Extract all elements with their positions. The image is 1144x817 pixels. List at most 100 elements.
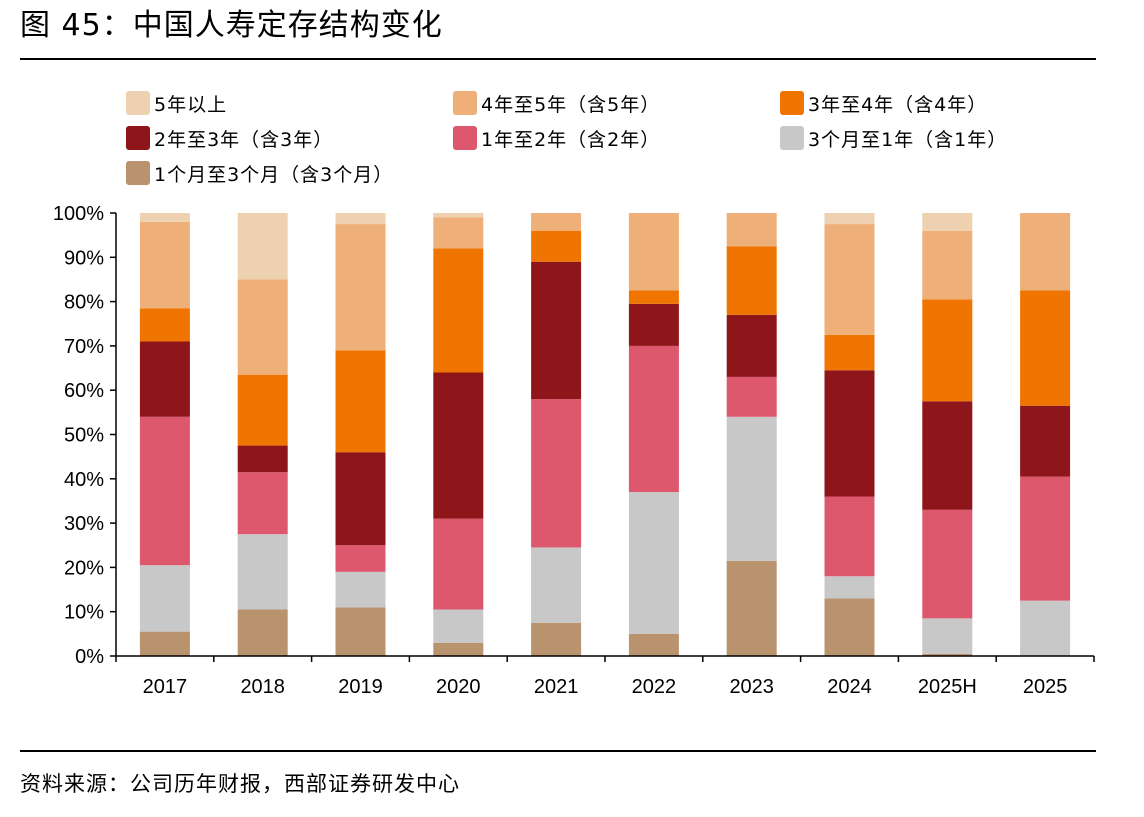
x-tick-label: 2018: [240, 676, 285, 698]
figure-title: 图 45：中国人寿定存结构变化: [20, 8, 443, 43]
legend-swatch: [126, 91, 150, 115]
legend-item-1-2y: 1年至2年（含2年）: [453, 123, 660, 153]
x-tick-label: 2021: [534, 676, 579, 698]
bar-segment: [335, 607, 386, 656]
bar-segment: [1020, 405, 1071, 477]
bar-segment: [824, 576, 875, 599]
legend-swatch: [780, 91, 804, 115]
bar-segment: [433, 372, 484, 519]
bar-segment: [335, 224, 386, 351]
bar-segment: [237, 472, 288, 535]
bar-segment: [237, 445, 288, 473]
bar-segment: [433, 642, 484, 656]
bar-stacks: [139, 213, 1071, 656]
bar-segment: [922, 509, 973, 619]
bar-stack: [139, 213, 190, 656]
bar-segment: [824, 213, 875, 225]
bar-segment: [139, 631, 190, 656]
x-tick-label: 2025: [1023, 676, 1068, 698]
legend-item-1m-3m: 1个月至3个月（含3个月）: [126, 158, 393, 188]
y-tick-label: 30%: [64, 513, 104, 535]
stacked-bar-chart: 0%10%20%30%40%50%60%70%80%90%100% 2017 20…: [53, 203, 1095, 698]
bar-segment: [922, 401, 973, 510]
bar-stack: [824, 213, 875, 656]
bar-segment: [531, 547, 582, 623]
bar-stack: [922, 213, 973, 656]
bar-segment: [531, 213, 582, 231]
bar-segment: [531, 399, 582, 548]
x-tick-label: 2023: [729, 676, 774, 698]
bar-segment: [824, 224, 875, 335]
bar-segment: [531, 261, 582, 400]
bar-segment: [922, 653, 973, 656]
bar-segment: [922, 618, 973, 654]
bar-segment: [628, 492, 679, 634]
bar-segment: [628, 213, 679, 291]
legend-label: 3年至4年（含4年）: [808, 93, 988, 116]
bar-segment: [335, 350, 386, 453]
bar-segment: [922, 299, 973, 402]
x-tick-label: 2020: [436, 676, 481, 698]
legend-item-3m-1y: 3个月至1年（含1年）: [780, 123, 1007, 153]
bar-segment: [433, 213, 484, 218]
bar-stack: [531, 213, 582, 656]
bar-segment: [139, 341, 190, 417]
bar-segment: [237, 279, 288, 375]
legend-item-4-5y: 4年至5年（含5年）: [453, 88, 660, 118]
legend-swatch: [453, 126, 477, 150]
x-tick-label: 2024: [827, 676, 872, 698]
bar-segment: [139, 221, 190, 309]
y-tick-label: 60%: [64, 380, 104, 402]
bar-segment: [139, 565, 190, 632]
bar-segment: [531, 230, 582, 262]
chart-legend: 5年以上 4年至5年（含5年） 3年至4年（含4年） 2年至3年（含3年） 1年…: [0, 0, 1144, 200]
bar-segment: [1020, 213, 1071, 291]
bar-segment: [433, 518, 484, 610]
bar-segment: [237, 374, 288, 446]
bar-segment: [1020, 600, 1071, 656]
bar-segment: [628, 290, 679, 304]
bar-segment: [726, 416, 777, 561]
bar-segment: [628, 303, 679, 346]
y-tick-label: 80%: [64, 292, 104, 314]
bar-stack: [433, 213, 484, 656]
bar-segment: [726, 376, 777, 417]
x-tick-label: 2017: [143, 676, 188, 698]
bar-segment: [1020, 476, 1071, 601]
bar-segment: [922, 213, 973, 231]
bar-segment: [824, 334, 875, 371]
bar-stack: [1020, 213, 1071, 656]
bar-segment: [922, 230, 973, 300]
y-axis: 0% 10% 20% 30% 40% 50% 60% 70% 80% 90% 100%: [53, 203, 117, 668]
bar-segment: [335, 545, 386, 572]
legend-item-2-3y: 2年至3年（含3年）: [126, 123, 333, 153]
legend-label: 1个月至3个月（含3个月）: [154, 163, 394, 186]
y-tick-label: 20%: [64, 557, 104, 579]
bar-stack: [726, 213, 777, 656]
bar-segment: [335, 571, 386, 608]
bar-segment: [628, 345, 679, 493]
bar-segment: [726, 246, 777, 315]
figure-source: 资料来源：公司历年财报，西部证券研发中心: [20, 772, 460, 796]
y-tick-label: 70%: [64, 336, 104, 358]
bar-segment: [824, 370, 875, 497]
bottom-rule: [20, 750, 1096, 752]
bar-segment: [139, 213, 190, 222]
bar-segment: [237, 534, 288, 610]
bar-segment: [726, 560, 777, 656]
y-tick-label: 50%: [64, 425, 104, 447]
bar-segment: [726, 314, 777, 377]
y-tick-label: 100%: [53, 203, 104, 225]
bar-segment: [433, 248, 484, 373]
y-tick-label: 40%: [64, 469, 104, 491]
y-tick-label: 0%: [75, 646, 104, 668]
bar-stack: [237, 213, 288, 656]
x-tick-label: 2025H: [918, 676, 977, 698]
bar-segment: [433, 609, 484, 643]
y-tick-label: 10%: [64, 602, 104, 624]
bar-segment: [628, 633, 679, 656]
legend-label: 1年至2年（含2年）: [481, 128, 661, 151]
x-axis: 2017 2018 2019 2020 2021 2022 2023 2024 2025H 202…: [115, 655, 1095, 698]
x-tick-label: 2022: [632, 676, 677, 698]
legend-label: 2年至3年（含3年）: [154, 128, 334, 151]
